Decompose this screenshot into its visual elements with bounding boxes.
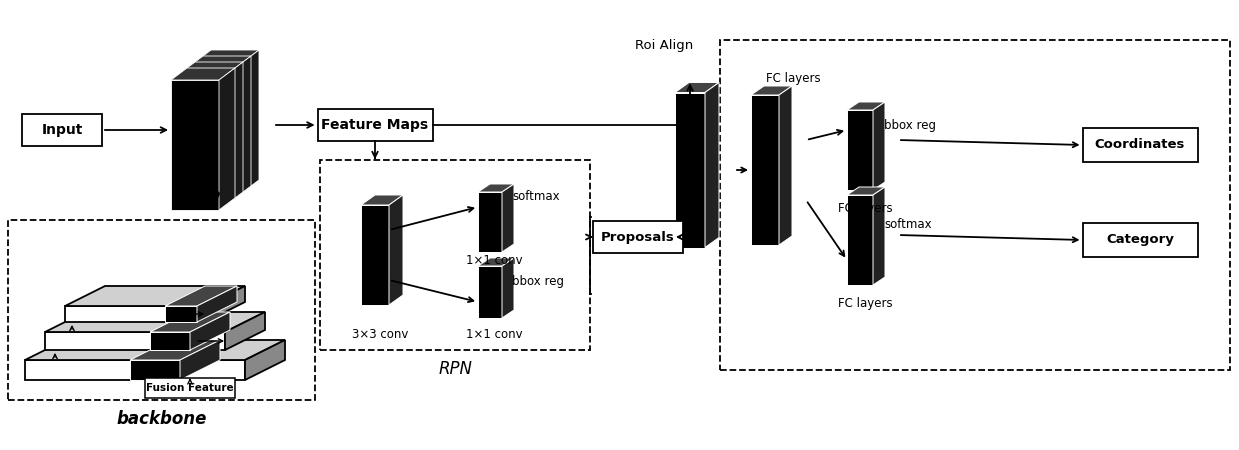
Polygon shape bbox=[847, 102, 885, 110]
Polygon shape bbox=[751, 95, 779, 245]
Polygon shape bbox=[705, 82, 719, 248]
Text: backbone: backbone bbox=[116, 410, 207, 428]
Polygon shape bbox=[227, 62, 243, 204]
Polygon shape bbox=[751, 86, 792, 95]
Text: Roi Align: Roi Align bbox=[636, 39, 694, 51]
Text: bbox reg: bbox reg bbox=[883, 118, 935, 131]
Bar bbox=[22, 114, 102, 146]
Text: FC layers: FC layers bbox=[838, 297, 892, 310]
Polygon shape bbox=[180, 340, 221, 380]
Polygon shape bbox=[245, 340, 285, 380]
Polygon shape bbox=[64, 306, 204, 322]
Polygon shape bbox=[873, 102, 885, 190]
Bar bbox=[1083, 223, 1198, 257]
Polygon shape bbox=[45, 312, 265, 332]
Polygon shape bbox=[130, 360, 180, 380]
Polygon shape bbox=[178, 62, 243, 74]
Polygon shape bbox=[187, 56, 252, 68]
Polygon shape bbox=[873, 187, 885, 285]
Polygon shape bbox=[478, 184, 514, 192]
Text: bbox reg: bbox reg bbox=[512, 275, 564, 288]
Polygon shape bbox=[165, 306, 197, 322]
Polygon shape bbox=[187, 68, 235, 198]
Polygon shape bbox=[235, 56, 252, 198]
Text: FC layers: FC layers bbox=[838, 202, 892, 215]
Polygon shape bbox=[45, 332, 225, 350]
Polygon shape bbox=[243, 50, 259, 192]
Bar bbox=[317, 109, 432, 141]
Text: Category: Category bbox=[1106, 234, 1173, 247]
Polygon shape bbox=[478, 192, 502, 252]
Polygon shape bbox=[675, 82, 719, 93]
Polygon shape bbox=[225, 312, 265, 350]
Polygon shape bbox=[190, 312, 230, 350]
Polygon shape bbox=[195, 62, 243, 192]
Polygon shape bbox=[204, 286, 245, 322]
Bar bbox=[320, 160, 590, 350]
Bar bbox=[7, 220, 315, 400]
Polygon shape bbox=[195, 50, 259, 62]
Bar bbox=[720, 40, 1230, 370]
Polygon shape bbox=[178, 74, 227, 204]
Polygon shape bbox=[25, 360, 245, 380]
Polygon shape bbox=[502, 258, 514, 318]
Text: softmax: softmax bbox=[883, 219, 932, 231]
Polygon shape bbox=[779, 86, 792, 245]
Polygon shape bbox=[130, 340, 221, 360]
Polygon shape bbox=[675, 93, 705, 248]
Polygon shape bbox=[847, 187, 885, 195]
Polygon shape bbox=[64, 286, 245, 306]
Polygon shape bbox=[150, 332, 190, 350]
Polygon shape bbox=[502, 184, 514, 252]
Polygon shape bbox=[197, 286, 237, 322]
Polygon shape bbox=[478, 258, 514, 266]
Text: Feature Maps: Feature Maps bbox=[321, 118, 429, 132]
Polygon shape bbox=[361, 195, 403, 205]
Text: Proposals: Proposals bbox=[601, 230, 675, 243]
Polygon shape bbox=[478, 266, 502, 318]
Text: 3×3 conv: 3×3 conv bbox=[352, 328, 408, 342]
Polygon shape bbox=[389, 195, 403, 305]
Text: Fusion Feature: Fusion Feature bbox=[146, 383, 234, 393]
Polygon shape bbox=[847, 195, 873, 285]
Polygon shape bbox=[219, 68, 235, 210]
Bar bbox=[145, 378, 235, 398]
Polygon shape bbox=[171, 68, 235, 80]
Polygon shape bbox=[150, 312, 230, 332]
Bar bbox=[1083, 128, 1198, 162]
Text: Input: Input bbox=[41, 123, 83, 137]
Text: softmax: softmax bbox=[512, 190, 560, 203]
Text: Coordinates: Coordinates bbox=[1095, 139, 1186, 152]
Polygon shape bbox=[165, 286, 237, 306]
Text: 1×1 conv: 1×1 conv bbox=[466, 253, 523, 266]
Polygon shape bbox=[847, 110, 873, 190]
Polygon shape bbox=[25, 340, 285, 360]
Text: RPN: RPN bbox=[439, 360, 472, 378]
Text: 1×1 conv: 1×1 conv bbox=[466, 328, 523, 342]
Text: FC layers: FC layers bbox=[766, 72, 820, 85]
Bar bbox=[593, 221, 683, 253]
Polygon shape bbox=[361, 205, 389, 305]
Polygon shape bbox=[171, 80, 219, 210]
